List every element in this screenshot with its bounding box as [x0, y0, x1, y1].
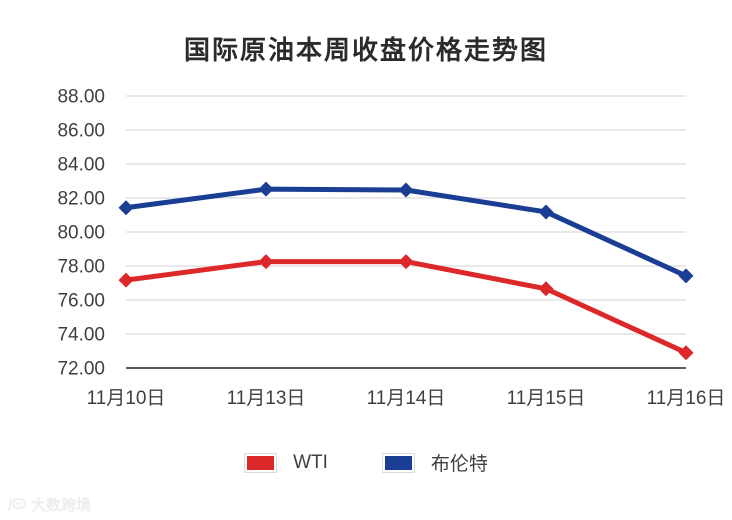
- y-tick-label: 80.00: [57, 223, 105, 244]
- y-tick-label: 88.00: [57, 87, 105, 108]
- y-tick-label: 86.00: [57, 121, 105, 142]
- data-point-marker: [678, 268, 694, 284]
- y-tick-label: 78.00: [57, 257, 105, 278]
- data-point-marker: [398, 254, 414, 270]
- legend-label-wti: WTI: [293, 451, 328, 473]
- data-point-marker: [678, 345, 694, 361]
- data-point-marker: [538, 204, 554, 220]
- data-point-marker: [118, 200, 134, 216]
- series-line-WTI: [123, 259, 689, 356]
- y-tick-label: 76.00: [57, 291, 105, 312]
- chart-title: 国际原油本周收盘价格走势图: [183, 35, 548, 65]
- y-tick-label: 72.00: [57, 359, 105, 380]
- legend-swatch-wti: [244, 452, 278, 473]
- x-tick-label: 11月10日: [87, 388, 166, 409]
- data-point-marker: [118, 272, 134, 288]
- chart-legend: WTI 布伦特: [0, 449, 732, 476]
- legend-item-wti: WTI: [244, 452, 328, 474]
- legend-label-brent: 布伦特: [430, 454, 488, 475]
- watermark: 大数跨境: [7, 494, 91, 515]
- y-tick-label: 84.00: [57, 155, 105, 176]
- y-tick-label: 74.00: [57, 325, 105, 346]
- legend-item-brent: 布伦特: [381, 449, 488, 476]
- watermark-text: 大数跨境: [31, 497, 92, 514]
- x-tick-label: 11月16日: [647, 388, 726, 409]
- x-tick-label: 11月15日: [507, 388, 586, 409]
- watermark-logo-icon: [8, 497, 26, 511]
- x-tick-label: 11月13日: [227, 388, 306, 409]
- data-point-marker: [258, 181, 274, 197]
- line-chart-plot-area: 72.00 74.00 76.00 78.00 80.00 82.00 84.00 86.00…: [57, 87, 726, 410]
- data-point-marker: [258, 254, 274, 270]
- legend-swatch-brent: [381, 452, 415, 473]
- x-tick-label: 11月14日: [367, 388, 446, 409]
- data-point-marker: [398, 182, 414, 198]
- data-point-marker: [538, 281, 554, 297]
- y-tick-label: 82.00: [57, 189, 105, 210]
